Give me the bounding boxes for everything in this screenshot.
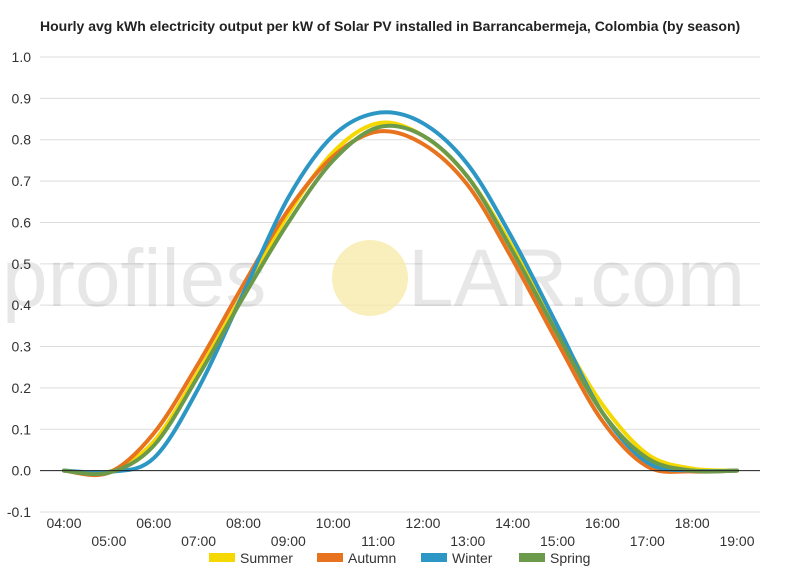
x-tick-label: 16:00	[585, 515, 620, 531]
x-tick-label: 12:00	[405, 515, 440, 531]
y-tick-label: 0.7	[12, 173, 32, 189]
chart-title: Hourly avg kWh electricity output per kW…	[40, 18, 741, 34]
x-tick-label: 05:00	[91, 533, 126, 549]
y-tick-label: 0.4	[12, 297, 32, 313]
y-tick-label: 0.8	[12, 132, 32, 148]
x-tick-label: 14:00	[495, 515, 530, 531]
x-tick-label: 09:00	[271, 533, 306, 549]
y-tick-label: 0.6	[12, 214, 32, 230]
legend-label-summer: Summer	[240, 550, 293, 566]
series-line-spring	[62, 123, 739, 477]
y-tick-label: -0.1	[7, 504, 31, 520]
x-tick-label: 08:00	[226, 515, 261, 531]
x-tick-label: 19:00	[719, 533, 754, 549]
x-tick-label: 17:00	[630, 533, 665, 549]
y-tick-label: 1.0	[12, 49, 32, 65]
watermark-text-start: profiles	[2, 233, 266, 324]
y-tick-label: 0.1	[12, 421, 32, 437]
legend-swatch-autumn	[317, 553, 343, 562]
y-tick-label: 0.9	[12, 90, 32, 106]
legend-label-spring: Spring	[550, 550, 590, 566]
series-lines	[62, 110, 739, 478]
y-tick-label: 0.0	[12, 463, 32, 479]
y-tick-label: 0.2	[12, 380, 32, 396]
y-tick-label: 0.5	[12, 256, 32, 272]
x-tick-label: 04:00	[46, 515, 81, 531]
y-tick-label: 0.3	[12, 339, 32, 355]
legend-label-winter: Winter	[452, 550, 493, 566]
x-tick-label: 07:00	[181, 533, 216, 549]
legend-swatch-summer	[209, 553, 235, 562]
watermark: profiles LAR.com	[2, 233, 745, 324]
legend: Summer Autumn Winter Spring	[209, 550, 590, 566]
series-line-autumn	[62, 129, 739, 478]
x-tick-label: 06:00	[136, 515, 171, 531]
x-axis-ticks: 04:00 05:00 06:00 07:00 08:00 09:00 10:00 11:00…	[46, 515, 754, 549]
x-tick-label: 10:00	[316, 515, 351, 531]
legend-swatch-spring	[519, 553, 545, 562]
watermark-text-end: LAR.com	[408, 233, 745, 324]
legend-label-autumn: Autumn	[348, 550, 396, 566]
watermark-sun-icon	[332, 240, 408, 316]
x-tick-label: 11:00	[361, 533, 395, 549]
x-tick-label: 13:00	[450, 533, 485, 549]
gridlines	[40, 56, 760, 513]
legend-swatch-winter	[421, 553, 447, 562]
y-axis-ticks: -0.1 0.0 0.1 0.2 0.3 0.4 0.5 0.6 0.7 0.8 0.9 1.0	[7, 49, 31, 520]
x-tick-label: 18:00	[675, 515, 710, 531]
x-tick-label: 15:00	[540, 533, 575, 549]
